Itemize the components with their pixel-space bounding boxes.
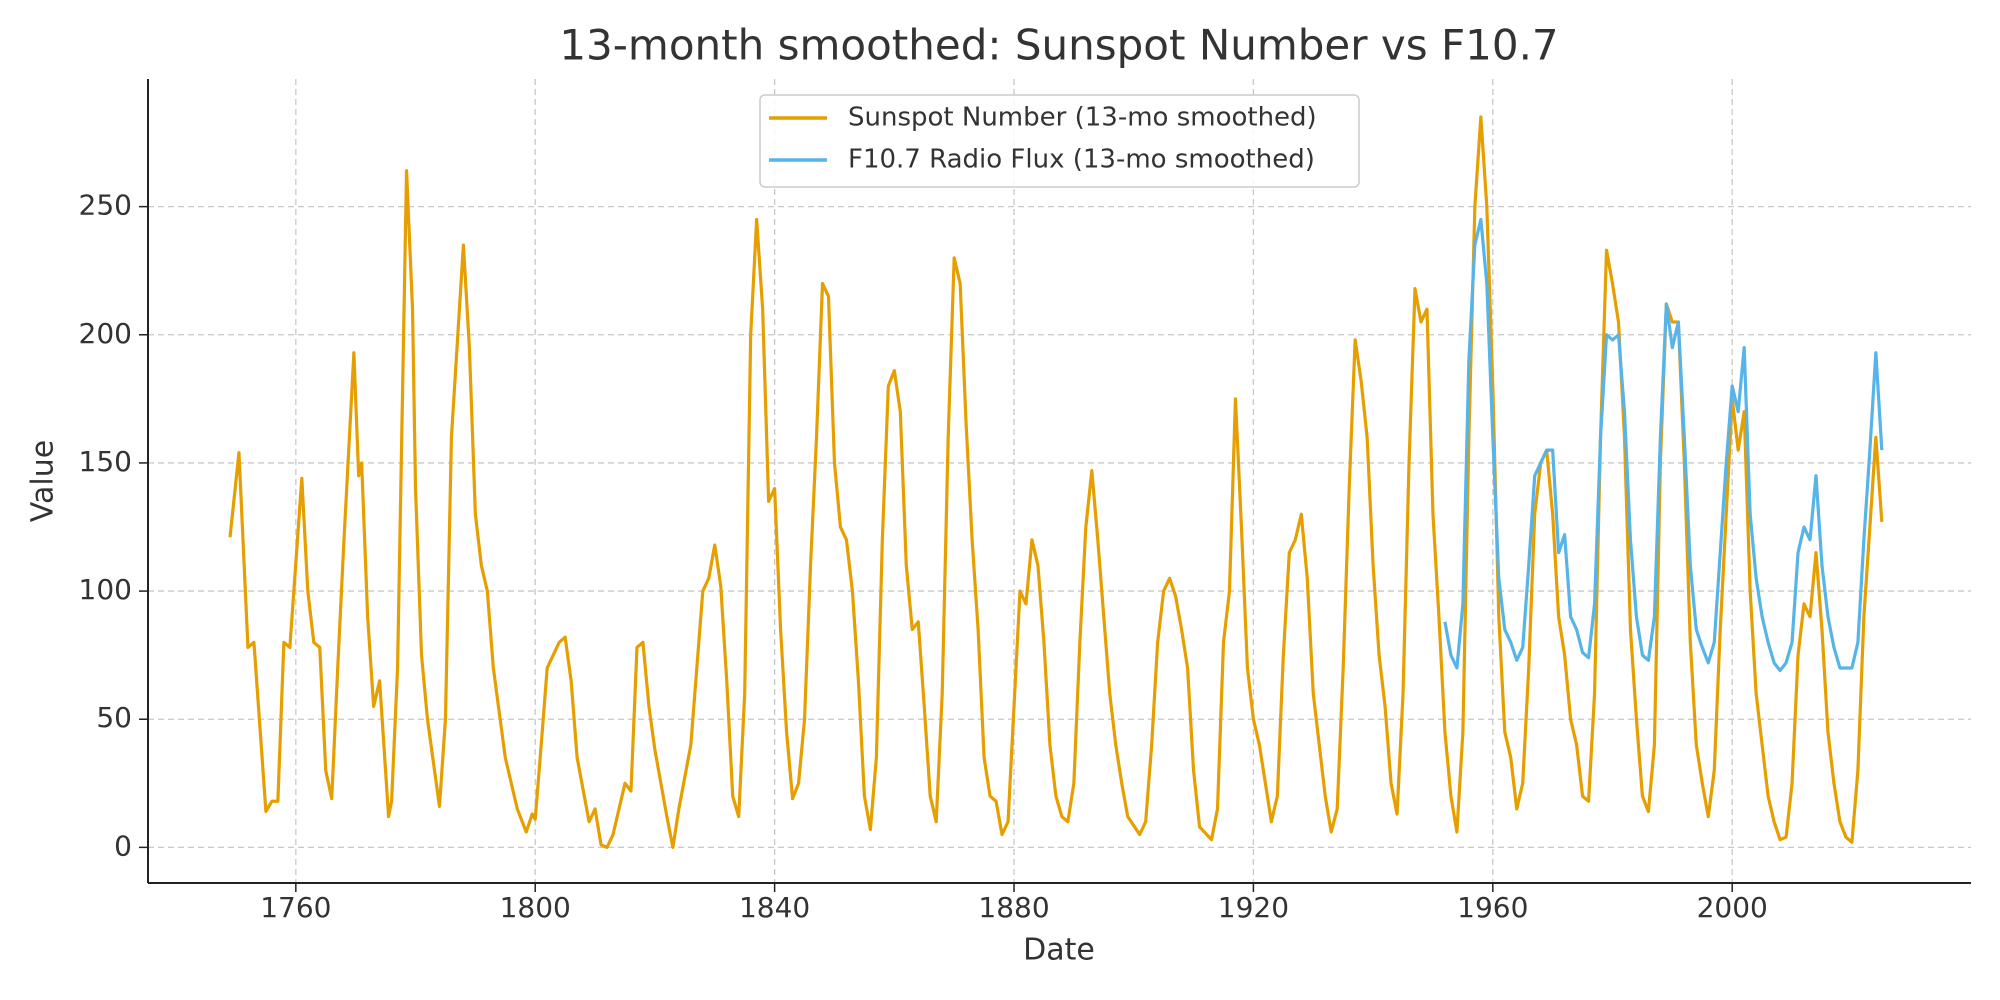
legend-label: F10.7 Radio Flux (13-mo smoothed) [848, 145, 1315, 175]
x-axis-label: Date [1023, 933, 1095, 968]
x-tick-label: 1960 [1457, 891, 1528, 924]
x-tick-label: 1920 [1218, 891, 1289, 924]
legend: Sunspot Number (13-mo smoothed) F10.7 Rad… [759, 94, 1360, 188]
series-line [228, 115, 1884, 849]
y-tick-label: 150 [79, 445, 132, 478]
plot-lines [228, 115, 1884, 849]
y-tick-label: 200 [79, 317, 132, 350]
y-tick-label: 100 [79, 573, 132, 606]
series-line [1443, 217, 1884, 673]
legend-label: Sunspot Number (13-mo smoothed) [848, 103, 1317, 133]
x-tick-label: 1760 [260, 891, 331, 924]
y-tick-label: 0 [114, 829, 132, 862]
x-tick-label: 1840 [739, 891, 810, 924]
y-tick-label: 50 [96, 701, 132, 734]
x-tick-label: 2000 [1697, 891, 1768, 924]
legend-box [759, 94, 1360, 188]
x-tick-label: 1800 [500, 891, 571, 924]
chart-title: 13-month smoothed: Sunspot Number vs F10… [559, 21, 1558, 70]
y-tick-label: 250 [79, 189, 132, 222]
y-axis-label: Value [26, 440, 61, 522]
x-tick-label: 1880 [978, 891, 1049, 924]
